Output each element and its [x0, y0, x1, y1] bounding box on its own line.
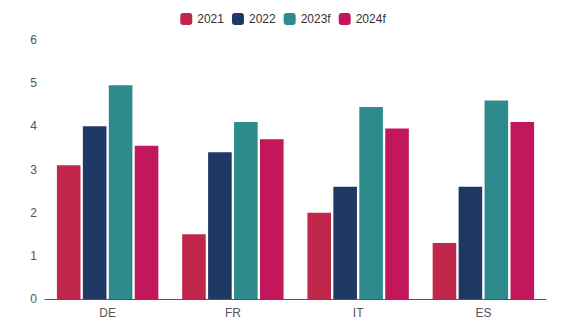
svg-text:2022: 2022: [249, 12, 276, 26]
svg-text:3: 3: [30, 163, 37, 177]
svg-text:ES: ES: [475, 306, 491, 320]
svg-text:2021: 2021: [197, 12, 224, 26]
svg-text:IT: IT: [353, 306, 364, 320]
svg-text:2: 2: [30, 206, 37, 220]
svg-text:1: 1: [30, 249, 37, 263]
svg-text:DE: DE: [99, 306, 116, 320]
svg-text:2024f: 2024f: [356, 12, 387, 26]
svg-text:6: 6: [30, 33, 37, 47]
svg-text:0: 0: [30, 292, 37, 306]
svg-text:4: 4: [30, 119, 37, 133]
svg-text:5: 5: [30, 76, 37, 90]
svg-text:2023f: 2023f: [301, 12, 332, 26]
svg-text:FR: FR: [225, 306, 241, 320]
